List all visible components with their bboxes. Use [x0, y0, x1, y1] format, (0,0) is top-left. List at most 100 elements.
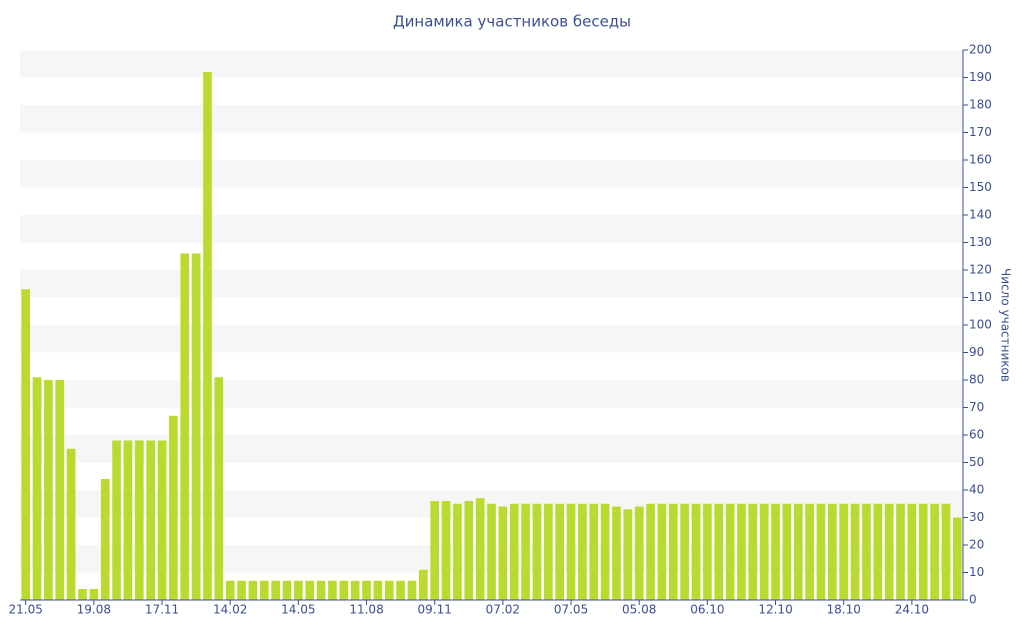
bar [407, 580, 417, 600]
bar [918, 503, 928, 600]
bar [600, 503, 610, 600]
bar [316, 580, 326, 600]
bar [543, 503, 553, 600]
bar [737, 503, 746, 600]
bar [884, 503, 894, 600]
x-tick-label: 17.11 [145, 603, 179, 617]
y-tick-label: 100 [969, 318, 992, 332]
grid-band [20, 215, 963, 243]
x-tick-label: 07.05 [554, 603, 588, 617]
bar [634, 506, 644, 600]
bar [362, 580, 371, 600]
bar [419, 569, 428, 600]
bar [32, 377, 42, 600]
bar [157, 440, 167, 600]
bar [259, 580, 269, 600]
y-tick-label: 70 [969, 400, 984, 414]
bar [441, 501, 451, 600]
bar [169, 415, 178, 600]
grid-band [20, 380, 963, 408]
bar [203, 72, 212, 600]
bar [271, 580, 280, 600]
bar [657, 503, 667, 600]
bar [555, 503, 564, 600]
x-tick-label: 05.08 [622, 603, 656, 617]
bar [248, 580, 258, 600]
x-tick-label: 19.08 [77, 603, 111, 617]
y-tick-label: 190 [969, 70, 992, 84]
bar [759, 503, 769, 600]
y-tick-label: 200 [969, 43, 992, 57]
y-tick-label: 130 [969, 235, 992, 249]
bar [475, 498, 485, 600]
y-tick-label: 80 [969, 373, 984, 387]
bar [782, 503, 792, 600]
bar [191, 253, 201, 600]
bar [578, 503, 587, 600]
bar [66, 448, 76, 600]
bar [89, 589, 99, 600]
bar [487, 503, 496, 600]
y-tick-label: 170 [969, 125, 992, 139]
bar [725, 503, 735, 600]
x-tick-label: 18.10 [827, 603, 861, 617]
bar [350, 580, 360, 600]
y-tick-label: 120 [969, 263, 992, 277]
x-tick-label: 06.10 [690, 603, 724, 617]
bar [294, 580, 303, 600]
bar [839, 503, 849, 600]
bar [384, 580, 394, 600]
bar [703, 503, 712, 600]
bar [453, 503, 462, 600]
bar [566, 503, 576, 600]
bar [339, 580, 349, 600]
bar [805, 503, 814, 600]
x-tick-label: 07.02 [486, 603, 520, 617]
bar [464, 501, 474, 600]
bar [862, 503, 871, 600]
bar [134, 440, 144, 600]
bar [123, 440, 133, 600]
x-tick-label: 12.10 [758, 603, 792, 617]
bar [328, 580, 337, 600]
y-tick-label: 180 [969, 98, 992, 112]
bar [714, 503, 724, 600]
bar [112, 440, 121, 600]
x-tick-label: 24.10 [895, 603, 929, 617]
bar [225, 580, 235, 600]
bar [828, 503, 837, 600]
bar [691, 503, 701, 600]
bar [55, 380, 65, 600]
bar [623, 509, 633, 600]
y-tick-label: 140 [969, 208, 992, 222]
x-tick-label: 11.08 [349, 603, 383, 617]
grid-band [20, 160, 963, 188]
y-tick-label: 150 [969, 180, 992, 194]
x-tick-label: 21.05 [9, 603, 43, 617]
bar [396, 580, 405, 600]
bar [771, 503, 780, 600]
y-tick-label: 160 [969, 153, 992, 167]
bar [816, 503, 826, 600]
bar [748, 503, 758, 600]
bar [305, 580, 315, 600]
bar [373, 580, 383, 600]
bar [521, 503, 530, 600]
bar [100, 479, 110, 600]
x-tick-label: 14.05 [281, 603, 315, 617]
bar [498, 506, 508, 600]
bar [282, 580, 292, 600]
chart-title: Динамика участников беседы [393, 13, 631, 31]
y-tick-label: 20 [969, 538, 984, 552]
bar [953, 517, 962, 600]
bar [509, 503, 519, 600]
y-tick-label: 0 [969, 593, 977, 607]
y-axis-label: Число участников [999, 268, 1013, 382]
bar [873, 503, 883, 600]
bar [896, 503, 905, 600]
bar [146, 440, 155, 600]
bar [793, 503, 803, 600]
grid-band [20, 105, 963, 133]
grid-band [20, 50, 963, 78]
